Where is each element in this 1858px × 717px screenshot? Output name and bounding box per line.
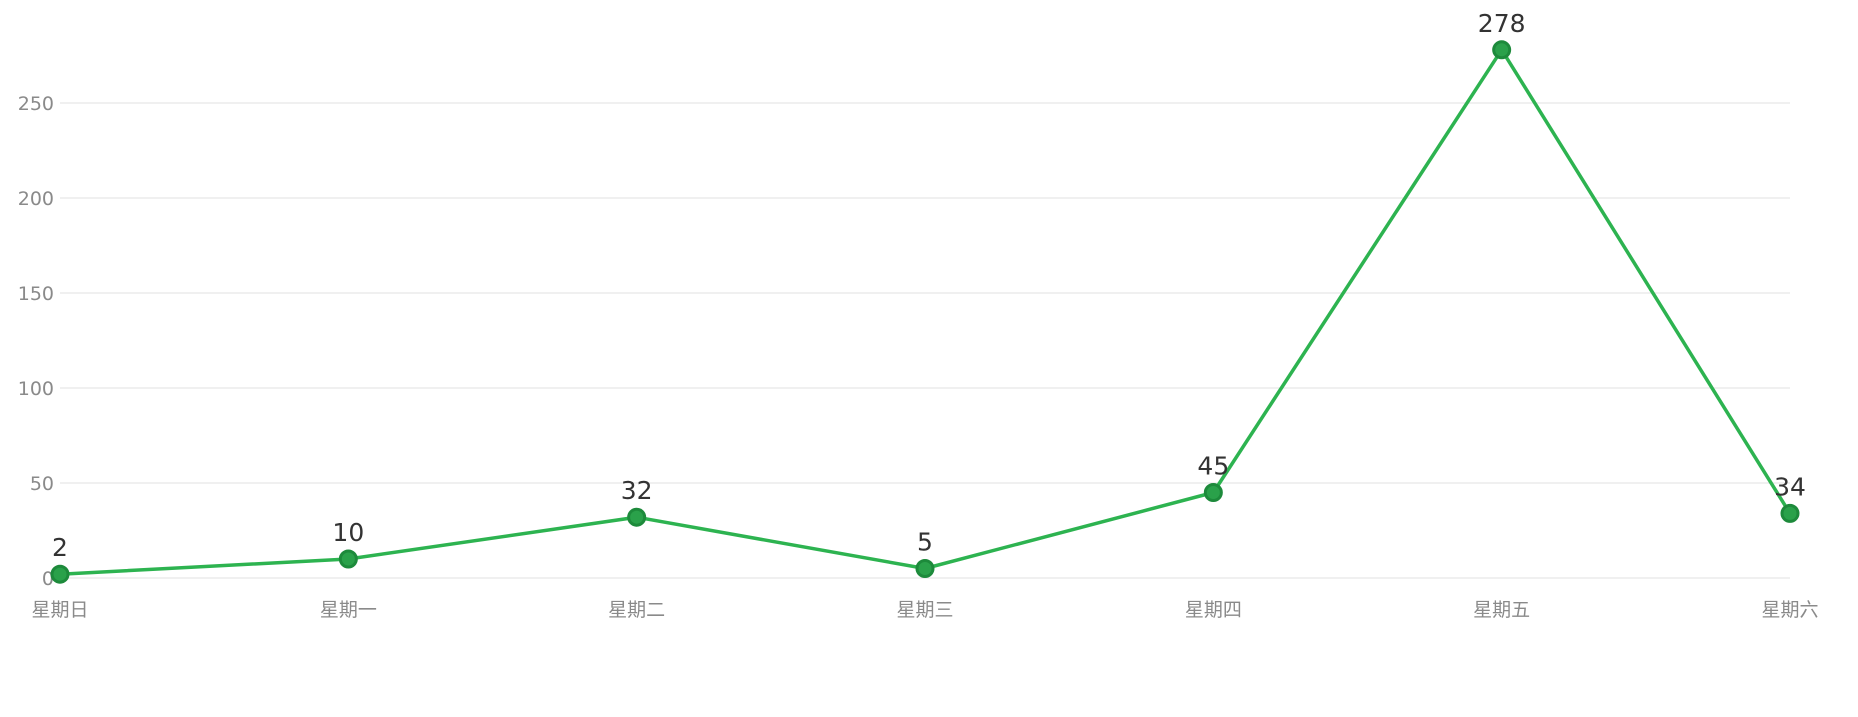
- data-point[interactable]: [50, 564, 70, 584]
- data-labels: 2 10 32 5 45 278 34: [52, 9, 1806, 562]
- data-label: 45: [1197, 452, 1229, 481]
- y-tick-label: 150: [18, 283, 54, 305]
- data-point[interactable]: [1492, 40, 1512, 60]
- series-line: [58, 48, 1792, 576]
- y-tick-label: 50: [30, 473, 54, 495]
- data-label: 2: [52, 533, 68, 562]
- x-tick-label: 星期一: [320, 599, 377, 621]
- x-tick-label: 星期三: [896, 599, 953, 621]
- x-tick-label: 星期二: [608, 599, 665, 621]
- data-label: 5: [917, 528, 933, 557]
- x-tick-label: 星期日: [31, 599, 88, 621]
- data-point[interactable]: [1203, 483, 1223, 502]
- series: [58, 48, 1792, 576]
- x-tick-label: 星期四: [1185, 599, 1242, 621]
- data-point[interactable]: [627, 507, 647, 527]
- data-label: 32: [621, 476, 653, 505]
- x-tick-label: 星期六: [1761, 599, 1818, 621]
- data-point[interactable]: [1780, 503, 1800, 523]
- x-tick-label: 星期五: [1473, 599, 1530, 621]
- grid-lines: [60, 102, 1790, 579]
- data-label: 278: [1478, 9, 1526, 38]
- data-point[interactable]: [338, 549, 358, 569]
- x-axis: 星期日 星期一 星期二 星期三 星期四 星期五 星期六: [31, 599, 1818, 621]
- y-tick-label: 200: [18, 188, 54, 210]
- y-tick-label: 250: [18, 93, 54, 115]
- data-point[interactable]: [915, 559, 935, 578]
- y-tick-label: 100: [18, 378, 54, 400]
- data-points: [50, 40, 1800, 584]
- data-label: 34: [1774, 472, 1806, 501]
- data-label: 10: [332, 518, 364, 547]
